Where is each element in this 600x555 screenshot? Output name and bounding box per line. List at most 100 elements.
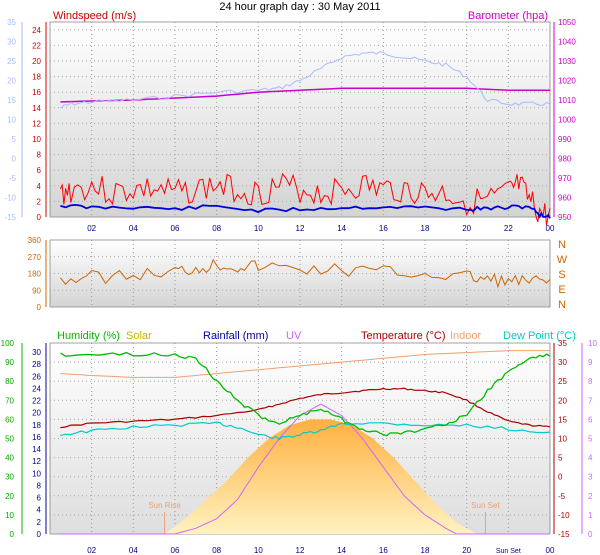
barometer-tick: 990: [558, 135, 572, 144]
legend-entry: Dew Point (°C): [503, 330, 576, 342]
temperature-tick: 0: [558, 473, 563, 482]
windspeed-tick: 24: [32, 26, 41, 35]
barometer-tick: 1000: [558, 116, 576, 125]
humidity-tick: 70: [5, 396, 14, 405]
uv-tick: 8: [588, 377, 593, 386]
outside-temp-tick: -5: [9, 174, 17, 183]
climate-series: [60, 350, 551, 535]
windspeed-tick: 2: [37, 197, 42, 206]
wind-x-tick: 04: [129, 224, 138, 233]
climate-x-tick: 08: [212, 546, 221, 555]
temperature-tick: -15: [558, 530, 570, 539]
direction-tick: 180: [28, 270, 42, 279]
rainfall-tick: 18: [32, 421, 41, 430]
outside-temp-tick: 20: [7, 77, 16, 86]
climate-x-tick: 04: [129, 546, 138, 555]
sunset-label: Sun Set: [471, 501, 500, 510]
climate-x-tick: 18: [421, 546, 430, 555]
legend-entry: UV: [286, 330, 302, 342]
solar-area: [164, 419, 488, 534]
direction-grid: [50, 239, 551, 308]
legend-entry: Solar: [126, 330, 152, 342]
windspeed-tick: 20: [32, 57, 41, 66]
uv-tick: 6: [588, 415, 593, 424]
barometer-axis-label: Barometer (hpa): [468, 10, 548, 22]
temperature-tick: 15: [558, 415, 567, 424]
climate-x-tick: 02: [87, 546, 96, 555]
windspeed-tick: 14: [32, 104, 41, 113]
direction-tick: 360: [28, 236, 42, 245]
wind-series: [59, 51, 551, 226]
humidity-tick: 60: [5, 415, 14, 424]
barometer-tick: 1020: [558, 77, 576, 86]
outside-temp-tick: 15: [7, 96, 16, 105]
outside-temp-tick: 5: [12, 135, 17, 144]
legend-entry: Rainfall (mm): [203, 330, 268, 342]
compass-letter: N: [558, 299, 566, 311]
direction-tick: 270: [28, 253, 42, 262]
rainfall-tick: 2: [37, 518, 42, 527]
wind-x-tick: 22: [504, 224, 513, 233]
rainfall-tick: 12: [32, 457, 41, 466]
compass-letter: S: [558, 269, 565, 281]
windspeed-tick: 18: [32, 73, 41, 82]
climate-x-tick: 14: [337, 546, 346, 555]
wind-x-tick: 10: [254, 224, 263, 233]
outside-temp-tick: -10: [4, 194, 16, 203]
chart-title: 24 hour graph day : 30 May 2011: [219, 1, 380, 13]
climate-axis-ticks: 02 04 06 08 10 12 14 16 18 20 Sun Set 0001020304050…: [1, 339, 598, 555]
barometer-tick: 1030: [558, 57, 576, 66]
rainfall-tick: 26: [32, 372, 41, 381]
barometer-tick: 1040: [558, 38, 576, 47]
humidity-tick: 10: [5, 511, 14, 520]
humidity-tick: 0: [10, 530, 15, 539]
climate-x-tick: 00: [546, 546, 555, 555]
humidity-tick: 50: [5, 435, 14, 444]
legend-entry: Humidity (%): [57, 330, 120, 342]
direction-tick: 0: [37, 303, 42, 312]
barometer-tick: 950: [558, 213, 572, 222]
uv-line: [60, 403, 550, 535]
compass-letter: W: [557, 254, 568, 266]
temperature-tick: 35: [558, 339, 567, 348]
temperature-tick: -10: [558, 511, 570, 520]
outside-temp-tick: -15: [4, 213, 16, 222]
windspeed-tick: 10: [32, 135, 41, 144]
temperature-tick: 20: [558, 396, 567, 405]
rainfall-tick: 16: [32, 433, 41, 442]
uv-tick: 4: [588, 454, 593, 463]
humidity-tick: 40: [5, 454, 14, 463]
sunrise-label: Sun Rise: [148, 501, 181, 510]
wind-x-tick: 12: [296, 224, 305, 233]
direction-series: [60, 258, 551, 289]
barometer-tick: 970: [558, 174, 572, 183]
climate-x-tick: 20: [462, 546, 471, 555]
windspeed-tick: 16: [32, 88, 41, 97]
windspeed-tick: 0: [37, 213, 42, 222]
rainfall-tick: 30: [32, 348, 41, 357]
rainfall-tick: 10: [32, 469, 41, 478]
temperature-tick: 30: [558, 358, 567, 367]
uv-tick: 3: [588, 473, 593, 482]
indoor-temp-line: [60, 350, 550, 378]
temperature-tick: 25: [558, 377, 567, 386]
outtemp-line: [60, 51, 551, 109]
humidity-tick: 20: [5, 492, 14, 501]
wind-x-tick: 20: [462, 224, 471, 233]
uv-tick: 2: [588, 492, 593, 501]
climate-legend: Humidity (%) Solar Rainfall (mm) UV Temperat…: [57, 330, 576, 342]
temperature-tick: -5: [558, 492, 566, 501]
uv-tick: 0: [588, 530, 593, 539]
climate-x-tick: 10: [254, 546, 263, 555]
wind-x-tick: 14: [337, 224, 346, 233]
outside-temp-tick: 30: [7, 38, 16, 47]
outside-temp-tick: 0: [12, 155, 17, 164]
legend-entry: Indoor: [450, 330, 482, 342]
humidity-tick: 90: [5, 358, 14, 367]
rainfall-tick: 24: [32, 384, 41, 393]
wind-x-tick: 02: [87, 224, 96, 233]
temperature-tick: 5: [558, 454, 563, 463]
direction-tick: 90: [32, 286, 41, 295]
rainfall-tick: 6: [37, 494, 42, 503]
